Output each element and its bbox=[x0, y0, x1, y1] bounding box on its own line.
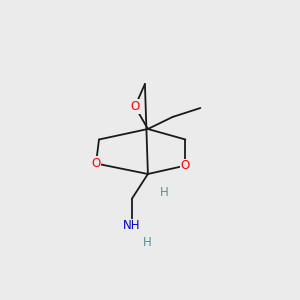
Text: O: O bbox=[130, 100, 140, 113]
Text: O: O bbox=[181, 159, 190, 172]
Text: NH: NH bbox=[123, 219, 141, 232]
Text: H: H bbox=[142, 236, 152, 249]
Text: H: H bbox=[160, 186, 169, 199]
Text: O: O bbox=[92, 157, 100, 170]
